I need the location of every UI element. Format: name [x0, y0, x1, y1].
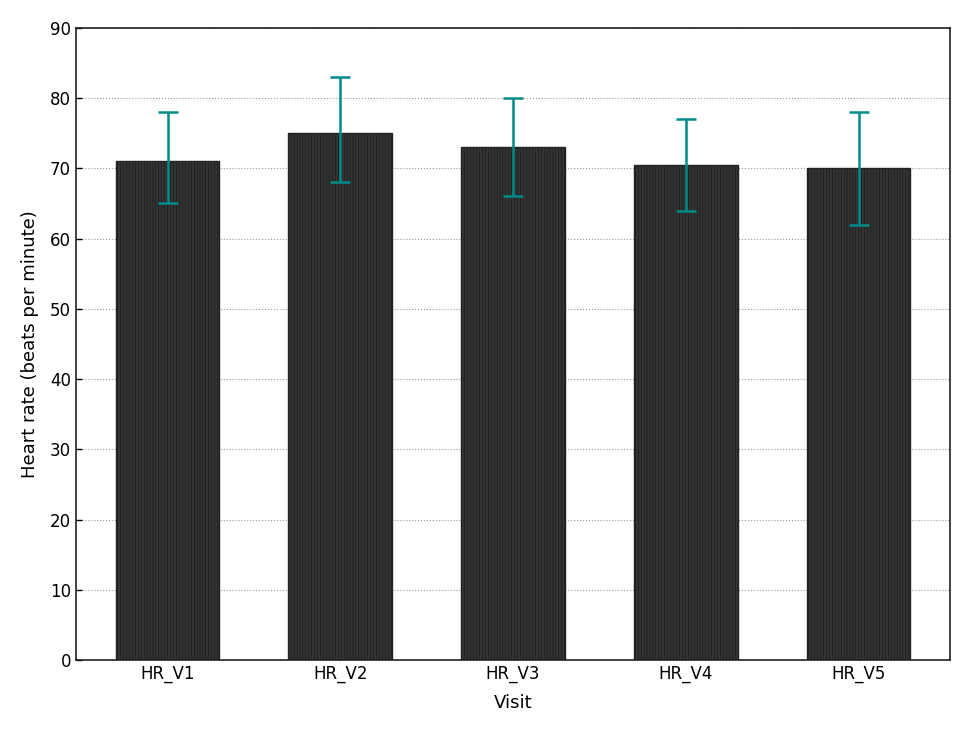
Bar [461, 147, 565, 660]
Bar [116, 161, 219, 660]
Bar [634, 165, 738, 660]
Y-axis label: Heart rate (beats per minute): Heart rate (beats per minute) [20, 210, 39, 478]
Bar [288, 133, 392, 660]
X-axis label: Visit: Visit [493, 694, 532, 712]
Bar [807, 169, 911, 660]
